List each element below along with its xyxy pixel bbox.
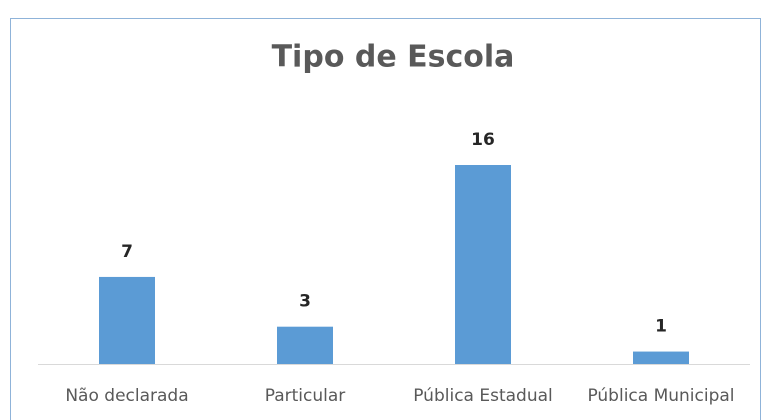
data-label: 16 [471,130,495,150]
x-tick-label: Não declarada [65,386,188,406]
x-tick-label: Pública Estadual [413,386,553,406]
bar [99,276,155,364]
x-tick-label: Particular [265,386,346,406]
bar [277,326,333,364]
chart-title: Tipo de Escola [272,40,515,75]
x-tick-label: Pública Municipal [587,386,734,406]
data-label: 7 [121,242,133,262]
data-label: 3 [299,292,311,312]
bar [455,165,511,364]
bar [633,351,689,364]
data-label: 1 [655,317,667,337]
